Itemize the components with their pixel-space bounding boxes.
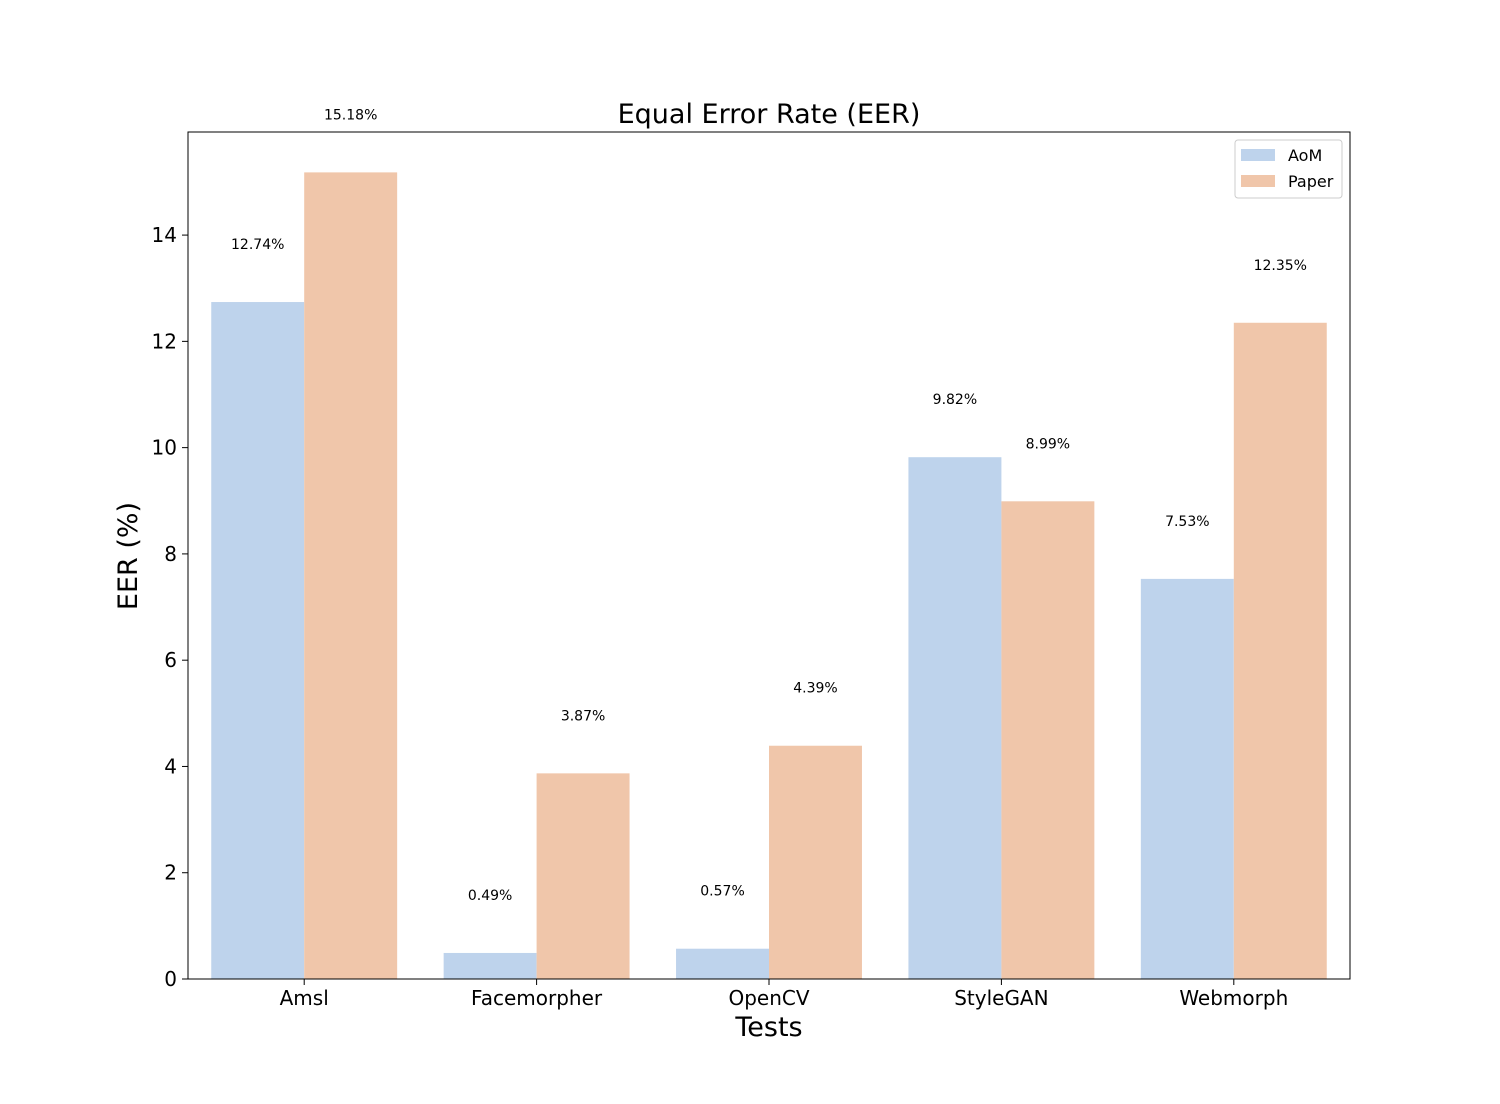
data-label-aom-amsl: 12.74%: [231, 237, 284, 253]
data-label-paper-stylegan: 8.99%: [1026, 436, 1070, 452]
bar-aom-stylegan: [908, 457, 1002, 979]
x-tick-label: Webmorph: [1179, 986, 1288, 1010]
bar-paper-facemorpher: [536, 773, 630, 979]
bar-aom-facemorpher: [443, 952, 537, 979]
data-label-aom-webmorph: 7.53%: [1165, 514, 1209, 530]
legend-swatch-paper: [1241, 175, 1275, 187]
x-axis-label: Tests: [734, 1012, 802, 1043]
y-tick-label: 2: [164, 861, 177, 885]
bars-layer: [211, 172, 1327, 980]
bar-paper-opencv: [769, 745, 862, 979]
y-tick-label: 10: [152, 436, 177, 460]
x-tick-label: StyleGAN: [954, 986, 1048, 1010]
data-label-paper-amsl: 15.18%: [324, 107, 377, 123]
y-axis-label: EER (%): [113, 502, 144, 610]
legend: AoM Paper: [1234, 139, 1343, 199]
y-tick-label: 6: [164, 648, 177, 672]
bar-paper-amsl: [304, 172, 398, 980]
x-tick-label: OpenCV: [728, 986, 809, 1010]
legend-swatch-aom: [1241, 149, 1275, 161]
y-tick-label: 12: [152, 329, 177, 353]
bar-aom-amsl: [211, 302, 305, 980]
data-label-aom-facemorpher: 0.49%: [468, 888, 512, 904]
y-tick-label: 0: [164, 967, 177, 991]
y-tick-label: 8: [164, 542, 177, 566]
axes-layer: 0 2 4 6 8 10 12 14 Amsl Facemorpher OpenCV StyleGAN…: [152, 131, 1351, 1010]
y-tick-label: 14: [152, 223, 177, 247]
x-tick-label: Facemorpher: [471, 986, 603, 1010]
x-tick-label: Amsl: [280, 986, 329, 1010]
data-label-paper-facemorpher: 3.87%: [561, 708, 605, 724]
legend-label-aom: AoM: [1288, 146, 1322, 165]
data-label-aom-stylegan: 9.82%: [933, 392, 977, 408]
data-label-paper-opencv: 4.39%: [793, 681, 837, 697]
data-label-aom-opencv: 0.57%: [700, 884, 744, 900]
chart-title: Equal Error Rate (EER): [618, 99, 921, 130]
bar-aom-webmorph: [1140, 578, 1234, 979]
bar-paper-webmorph: [1233, 322, 1327, 979]
bar-paper-stylegan: [1001, 501, 1095, 979]
y-tick-label: 4: [164, 754, 177, 778]
legend-label-paper: Paper: [1288, 172, 1334, 191]
data-label-paper-webmorph: 12.35%: [1254, 258, 1307, 274]
bar-aom-opencv: [676, 948, 769, 979]
data-labels-layer: 12.74% 0.49% 0.57% 9.82% 7.53% 15.18% 3.87% 4.3…: [231, 107, 1307, 904]
